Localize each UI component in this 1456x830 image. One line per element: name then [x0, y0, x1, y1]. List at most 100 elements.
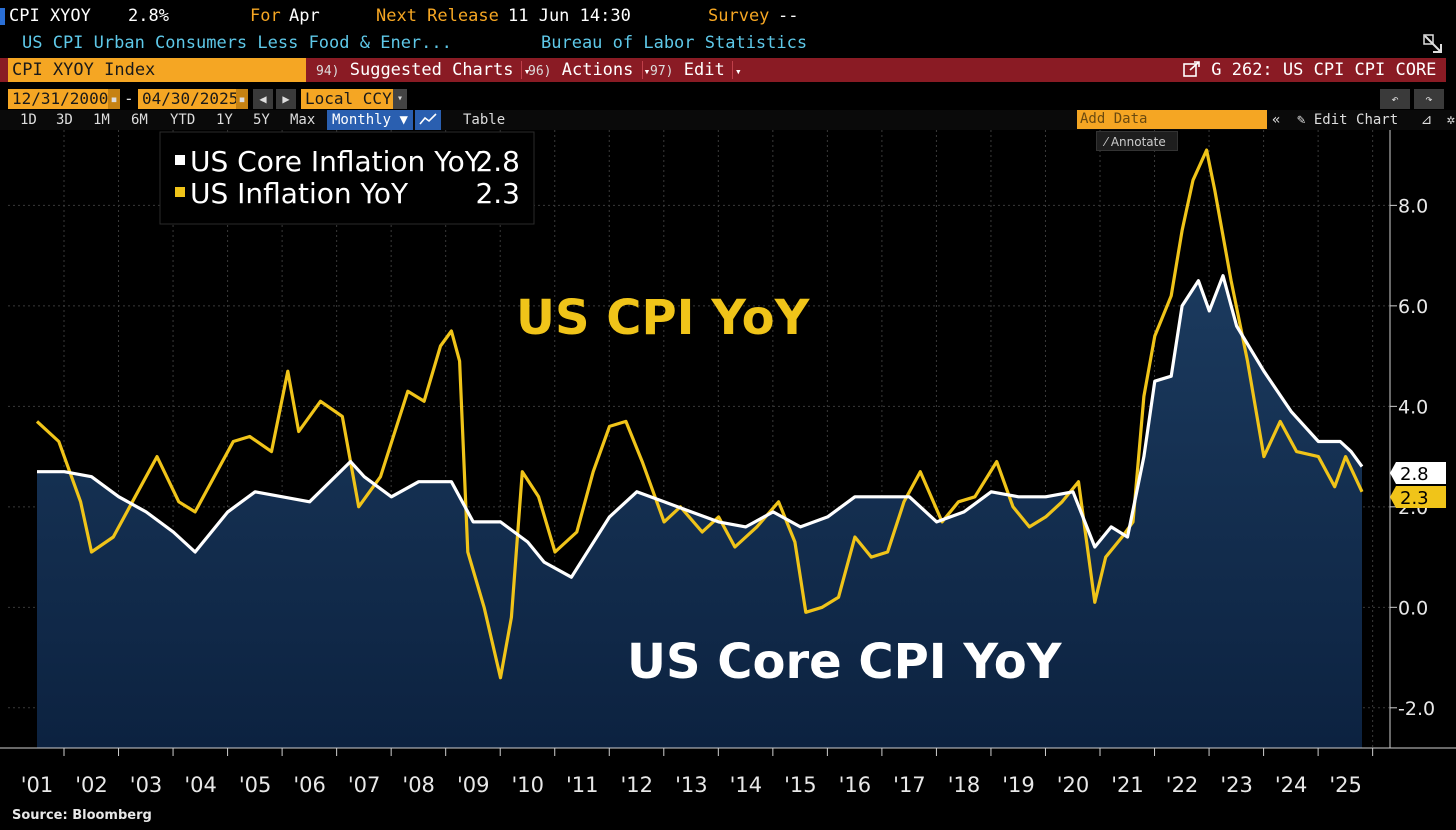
- source-note: Source: Bloomberg: [12, 808, 152, 823]
- legend-core-name: US Core Inflation YoY: [190, 145, 483, 178]
- core-cpi-line[interactable]: [37, 274, 1364, 579]
- actions-menu[interactable]: 96) Actions ▾: [528, 58, 650, 84]
- index-field[interactable]: CPI XYOY Index: [8, 58, 306, 82]
- chevron-down-icon: ▾: [734, 65, 742, 78]
- x-tick-label: '23: [1220, 773, 1253, 797]
- edit-num: 97): [650, 64, 674, 79]
- core-area-fill: [37, 275, 1362, 748]
- chevron-down-icon: ▾: [523, 65, 531, 78]
- date-dash: -: [124, 89, 134, 108]
- overlay-title-cpi: US CPI YoY: [516, 290, 811, 346]
- edit-menu[interactable]: 97) Edit ▾: [650, 58, 742, 84]
- next-release-label: Next Release: [376, 6, 499, 26]
- timeframe-6m[interactable]: 6M: [131, 112, 148, 128]
- edit-label: Edit: [683, 60, 725, 80]
- suggested-charts-menu[interactable]: 94) Suggested Charts ▾: [316, 58, 530, 84]
- x-tick-label: '06: [293, 773, 326, 797]
- calendar-icon[interactable]: ▪: [108, 89, 120, 109]
- undo-icon[interactable]: ↶: [1380, 89, 1410, 109]
- x-tick-label: '08: [402, 773, 435, 797]
- y-tick-label: 4.0: [1398, 396, 1428, 418]
- divider: [642, 61, 643, 79]
- actions-label: Actions: [561, 60, 634, 80]
- collapse-icon[interactable]: «: [1272, 112, 1281, 128]
- source-agency: Bureau of Labor Statistics: [541, 33, 808, 53]
- x-tick-label: '10: [511, 773, 544, 797]
- timeframe-max[interactable]: Max: [290, 112, 316, 128]
- date-range-row: 12/31/2000 ▪ - 04/30/2025 ▪ ◀ ▶ Local CC…: [0, 89, 1456, 111]
- actions-num: 96): [528, 64, 552, 79]
- next-period-button[interactable]: ▶: [276, 89, 296, 109]
- legend: US Core Inflation YoY 2.8 US Inflation Y…: [159, 131, 535, 225]
- ticker[interactable]: CPI XYOY: [9, 6, 91, 26]
- legend-swatch-core: [175, 155, 185, 165]
- last-value-badge-core: 2.8: [1390, 462, 1446, 485]
- chevron-down-icon[interactable]: ▾: [393, 89, 407, 109]
- x-tick-label: '01: [21, 773, 54, 797]
- x-tick-label: '15: [784, 773, 817, 797]
- x-tick-label: '12: [621, 773, 654, 797]
- legend-core-value: 2.8: [475, 145, 520, 178]
- badge-core-value: 2.8: [1400, 464, 1429, 485]
- function-toolbar: CPI XYOY Index 94) Suggested Charts ▾ 96…: [0, 58, 1446, 82]
- y-tick-label: 8.0: [1398, 195, 1428, 217]
- overlay-title-core: US Core CPI YoY: [627, 634, 1063, 690]
- annotate-button[interactable]: ⁄ Annotate: [1096, 131, 1178, 151]
- x-tick-label: '04: [184, 773, 217, 797]
- cpi-chart[interactable]: -2.00.02.04.06.08.0 '01'02'03'04'05'06'0…: [0, 130, 1456, 808]
- suggested-label: Suggested Charts: [349, 60, 514, 80]
- y-axis: -2.00.02.04.06.08.0: [1389, 130, 1435, 748]
- survey-value: --: [778, 6, 799, 26]
- currency-value: Local CCY: [305, 89, 392, 108]
- x-tick-label: '09: [457, 773, 490, 797]
- gear-icon[interactable]: ✲: [1446, 112, 1456, 128]
- timeframe-5y[interactable]: 5Y: [253, 112, 270, 128]
- end-date-input[interactable]: 04/30/2025: [138, 89, 248, 109]
- x-tick-label: '16: [839, 773, 872, 797]
- y-tick-label: -2.0: [1398, 698, 1435, 720]
- chart-edit-icon[interactable]: ⊿: [1420, 112, 1433, 128]
- x-tick-label: '11: [566, 773, 599, 797]
- prev-period-button[interactable]: ◀: [253, 89, 273, 109]
- timeframe-1m[interactable]: 1M: [93, 112, 110, 128]
- divider: [732, 61, 733, 79]
- frequency-select[interactable]: Monthly ▼: [327, 110, 413, 130]
- next-release-value: 11 Jun 14:30: [508, 6, 631, 26]
- chart-code[interactable]: G 262: US CPI CPI CORE: [1183, 58, 1436, 82]
- x-tick-label: '07: [348, 773, 381, 797]
- divider: [521, 61, 522, 79]
- x-tick-label: '21: [1111, 773, 1144, 797]
- security-description: US CPI Urban Consumers Less Food & Ener.…: [0, 33, 1456, 55]
- ticker-marker: [0, 8, 5, 25]
- chevron-down-icon: ▾: [643, 65, 651, 78]
- headline-cpi-line[interactable]: [35, 148, 1364, 680]
- timeframe-1y[interactable]: 1Y: [216, 112, 233, 128]
- for-label: For: [250, 6, 281, 26]
- x-tick-label: '02: [75, 773, 108, 797]
- edit-chart-button[interactable]: ✎ Edit Chart ⊿ ✲: [1297, 110, 1455, 130]
- last-value-badge-headline: 2.3: [1390, 486, 1446, 509]
- timeframe-ytd[interactable]: YTD: [170, 112, 196, 128]
- x-tick-label: '19: [1002, 773, 1035, 797]
- line-chart-icon[interactable]: [415, 110, 441, 130]
- x-tick-label: '25: [1329, 773, 1362, 797]
- timeframe-3d[interactable]: 3D: [56, 112, 73, 128]
- add-data-input[interactable]: Add Data: [1077, 110, 1267, 129]
- expand-icon[interactable]: [1422, 33, 1444, 60]
- currency-select[interactable]: Local CCY: [301, 89, 407, 109]
- start-date-input[interactable]: 12/31/2000: [8, 89, 120, 109]
- pencil-icon: ✎: [1297, 112, 1306, 128]
- legend-swatch-headline: [175, 187, 185, 197]
- pencil-icon: ⁄: [1105, 135, 1111, 149]
- calendar-icon[interactable]: ▪: [236, 89, 248, 109]
- timeframe-1d[interactable]: 1D: [20, 112, 37, 128]
- y-tick-label: 0.0: [1398, 597, 1428, 619]
- x-tick-label: '24: [1275, 773, 1308, 797]
- chevron-down-icon: ▼: [399, 112, 408, 128]
- for-value: Apr: [289, 6, 320, 26]
- frequency-value: Monthly: [332, 112, 392, 128]
- table-button[interactable]: Table: [463, 112, 506, 128]
- x-axis: '01 '02 '03 '04 '05 '06 '07 '08 '09 '10 '11 '12 '13 '…: [0, 747, 1456, 797]
- x-tick-label: '22: [1166, 773, 1199, 797]
- redo-icon[interactable]: ↷: [1414, 89, 1444, 109]
